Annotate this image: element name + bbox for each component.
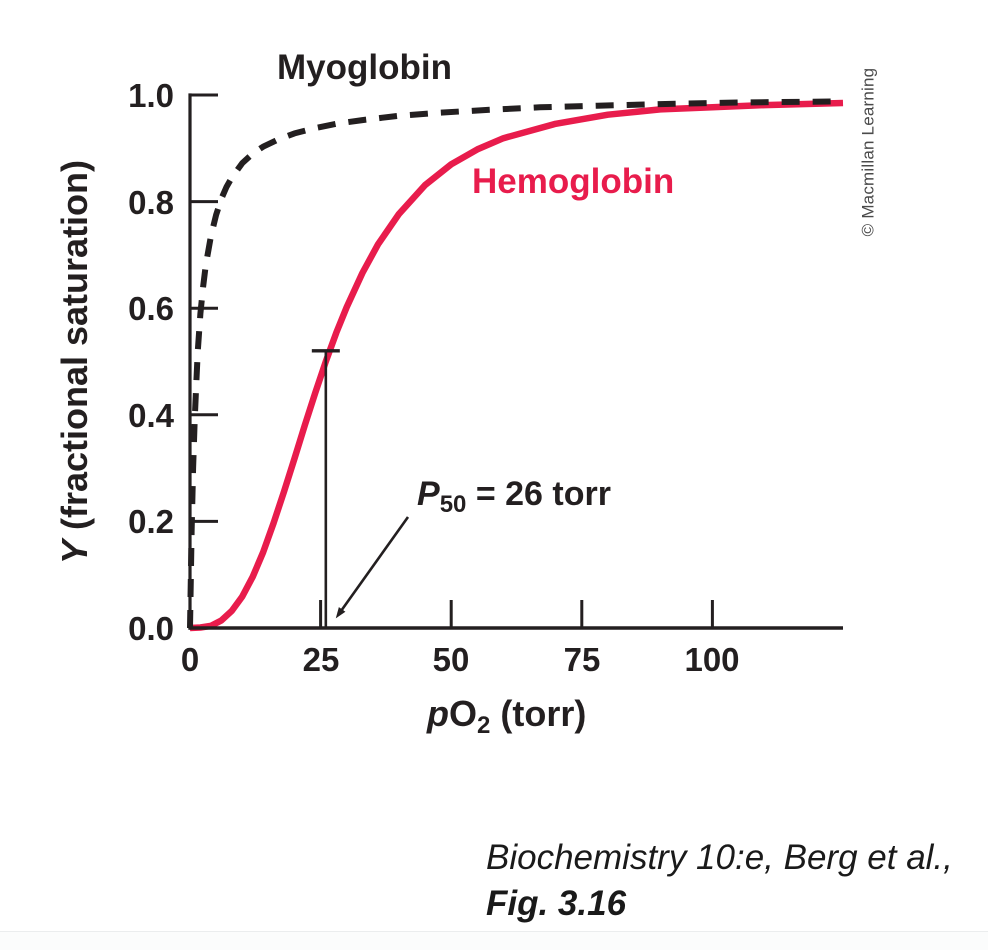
citation-block: Biochemistry 10:e, Berg et al., Fig. 3.1… — [486, 840, 953, 921]
p50-arrow — [335, 516, 410, 619]
y-axis-title: Y (fractional saturation) — [54, 159, 95, 565]
p50-symbol: P — [417, 475, 440, 513]
x-axis-title-units: (torr) — [490, 693, 587, 734]
y-tick-label: 0.6 — [128, 290, 174, 327]
slide-bottom-edge-line — [0, 931, 988, 932]
y-tick-label: 0.2 — [128, 503, 174, 540]
x-axis-title-subscript: 2 — [477, 712, 491, 739]
x-tick-label: 50 — [432, 641, 470, 678]
y-axis-title-rest: (fractional saturation) — [54, 159, 95, 541]
citation-figure-number: Fig. 3.16 — [486, 884, 627, 923]
x-axis-title-main: O — [449, 693, 478, 734]
x-axis-title: pO2 (torr) — [427, 696, 586, 738]
p50-annotation-label: P50 = 26 torr — [417, 477, 611, 517]
y-tick-label: 0.8 — [128, 184, 174, 221]
p50-value-text: = 26 torr — [466, 475, 611, 513]
x-tick-label: 75 — [563, 641, 601, 678]
curves-layer — [187, 98, 844, 632]
p50-subscript: 50 — [439, 491, 467, 518]
hemoglobin-curve — [189, 99, 844, 632]
y-axis-title-italic-y: Y — [54, 540, 95, 565]
x-tick-label: 0 — [180, 641, 200, 678]
x-tick-label: 100 — [684, 641, 740, 678]
hemoglobin-curve-label: Hemoglobin — [472, 162, 675, 201]
macmillan-watermark: © Macmillan Learning — [858, 67, 878, 237]
myoglobin-curve-label: Myoglobin — [277, 48, 452, 87]
myoglobin-curve — [187, 98, 844, 629]
p50-marker-layer — [311, 349, 340, 627]
y-tick-label: 0.0 — [128, 610, 174, 647]
x-axis-title-italic-p: p — [427, 693, 449, 734]
y-tick-label: 1.0 — [128, 77, 174, 114]
axes-layer — [188, 93, 843, 630]
citation-source: Biochemistry 10:e, Berg et al., — [486, 838, 953, 877]
slide-bottom-strip — [0, 932, 988, 950]
x-tick-label: 25 — [302, 641, 340, 678]
y-tick-label: 0.4 — [128, 397, 174, 434]
